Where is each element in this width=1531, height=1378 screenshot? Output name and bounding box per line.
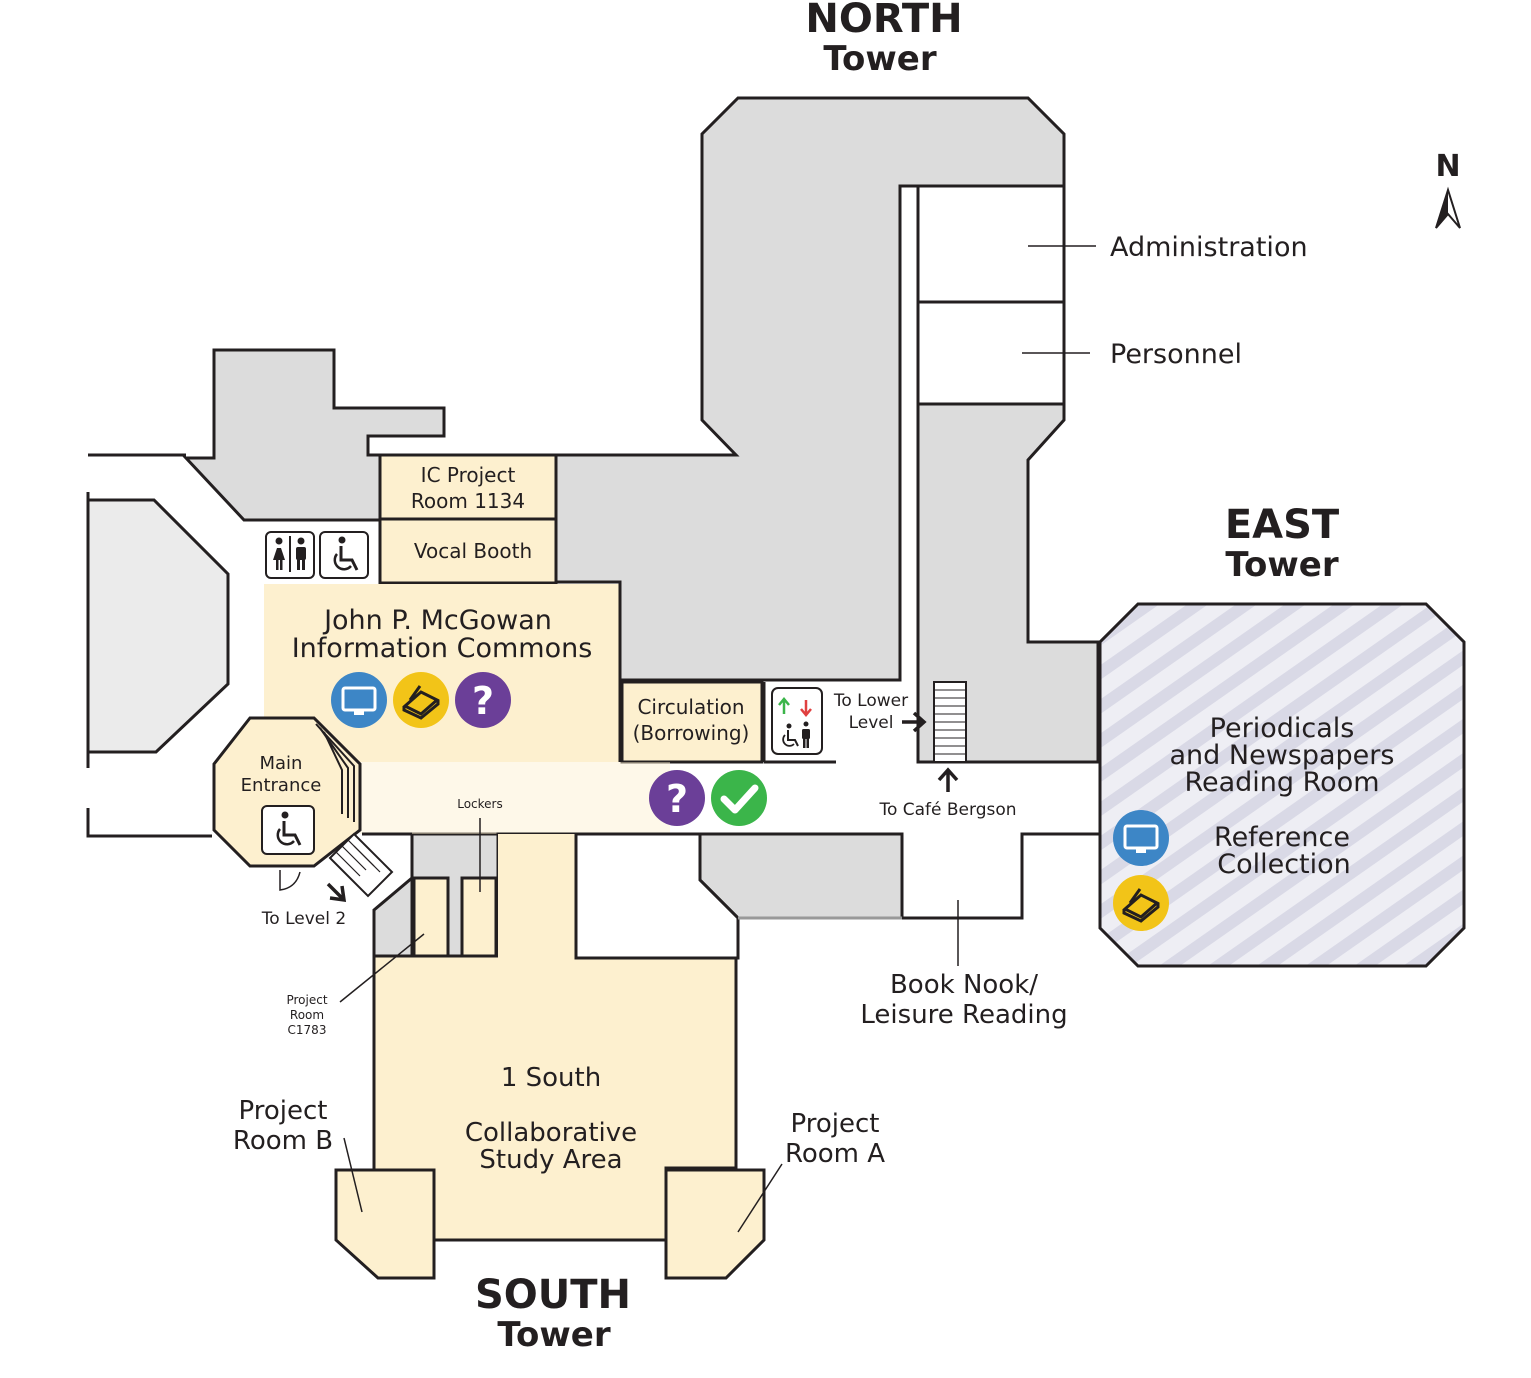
to-level-2-label: To Level 2 <box>261 909 346 929</box>
east-tower-subtitle: Tower <box>1225 545 1339 585</box>
periodicals-scanner-icon <box>1113 875 1169 931</box>
main-entrance-label-2: Entrance <box>241 775 322 796</box>
north-arrow-icon <box>1435 186 1461 229</box>
main-entrance-area <box>212 716 362 868</box>
to-cafe-label: To Café Bergson <box>878 800 1016 820</box>
periodicals-computer-icon <box>1113 810 1169 866</box>
east-tower-title: EAST <box>1225 502 1340 548</box>
to-lower-level-label-2: Level <box>849 713 894 733</box>
personnel-label: Personnel <box>1110 339 1242 370</box>
hallway-help-icon: ? <box>649 770 705 826</box>
project-room-b-label-1: Project <box>239 1096 328 1126</box>
arrow-right-icon <box>902 711 927 733</box>
locker-cream <box>498 834 576 958</box>
project-room-a-label-1: Project <box>791 1109 880 1139</box>
project-room-a-leader <box>737 1163 783 1233</box>
main-entrance-label-1: Main <box>260 753 303 774</box>
administration-label: Administration <box>1110 232 1308 263</box>
project-c1783-label-2: Room <box>290 1008 324 1022</box>
vocal-booth-room <box>378 517 558 585</box>
checkout-icon <box>711 770 767 826</box>
east-corridor-block <box>916 402 1100 764</box>
circulation-label-1: Circulation <box>637 695 744 719</box>
project-room-b <box>334 1168 436 1280</box>
lockers-label: Lockers <box>457 797 503 811</box>
periodicals-label-1: Periodicals <box>1210 713 1355 744</box>
circulation-label-2: (Borrowing) <box>633 721 750 745</box>
commons-label-2: Information Commons <box>292 633 593 664</box>
restroom-icon <box>265 531 315 579</box>
project-room-a-label-2: Room A <box>785 1139 885 1169</box>
project-room-b-leader <box>343 1137 363 1213</box>
arrow-up-icon <box>937 767 959 792</box>
periodicals-label-2: and Newspapers <box>1170 740 1395 771</box>
project-c1783-label-1: Project <box>286 993 327 1007</box>
stairs-lower-level <box>933 681 967 763</box>
elevator-icon <box>778 697 812 748</box>
ic-project-room <box>378 453 558 521</box>
help-icon: ? <box>455 672 511 728</box>
ic-project-label-1: IC Project <box>421 463 516 487</box>
commons-label-1: John P. McGowan <box>322 605 552 636</box>
one-south-label-2: Collaborative <box>465 1118 637 1148</box>
arrow-down-right-icon <box>326 882 347 903</box>
one-south-label-3: Study Area <box>479 1145 622 1175</box>
svg-text:?: ? <box>472 679 494 723</box>
circulation-desk <box>620 680 764 764</box>
locker-room <box>460 876 498 958</box>
door-swing <box>279 870 301 891</box>
computer-icon <box>331 672 387 728</box>
vocal-booth-label: Vocal Booth <box>414 539 532 563</box>
svg-text:?: ? <box>666 777 688 821</box>
to-lower-level-label-1: To Lower <box>833 691 908 711</box>
book-nook-label-2: Leisure Reading <box>860 1000 1067 1030</box>
project-room-b-label-2: Room B <box>233 1126 333 1156</box>
compass-label: N <box>1435 149 1460 184</box>
south-tower-title: SOUTH <box>475 1272 631 1318</box>
project-c1783-gray <box>372 874 414 958</box>
reference-label-2: Collection <box>1217 849 1351 880</box>
project-c1783-label-3: C1783 <box>288 1023 327 1037</box>
book-nook-label-1: Book Nook/ <box>890 970 1038 1000</box>
project-c1783-leader <box>339 933 425 1003</box>
north-tower-title: NORTH <box>805 0 962 42</box>
main-hallway <box>360 762 670 834</box>
ramp-to-level-2 <box>328 832 394 898</box>
entrance-accessible-icon <box>261 805 315 855</box>
accessible-icon <box>319 531 369 579</box>
periodicals-label-3: Reading Room <box>1184 767 1379 798</box>
mid-south-block <box>698 832 904 920</box>
periodicals-room <box>1098 602 1466 968</box>
ic-project-label-2: Room 1134 <box>411 489 525 513</box>
one-south-label-1: 1 South <box>501 1063 601 1093</box>
north-tower-subtitle: Tower <box>823 39 937 79</box>
project-c1783-room <box>412 876 450 958</box>
reference-label-1: Reference <box>1214 822 1350 853</box>
project-room-a <box>664 1168 766 1280</box>
west-wing-block <box>86 498 230 754</box>
scanner-icon <box>393 672 449 728</box>
administration-room <box>916 184 1066 304</box>
south-tower-subtitle: Tower <box>497 1315 611 1355</box>
